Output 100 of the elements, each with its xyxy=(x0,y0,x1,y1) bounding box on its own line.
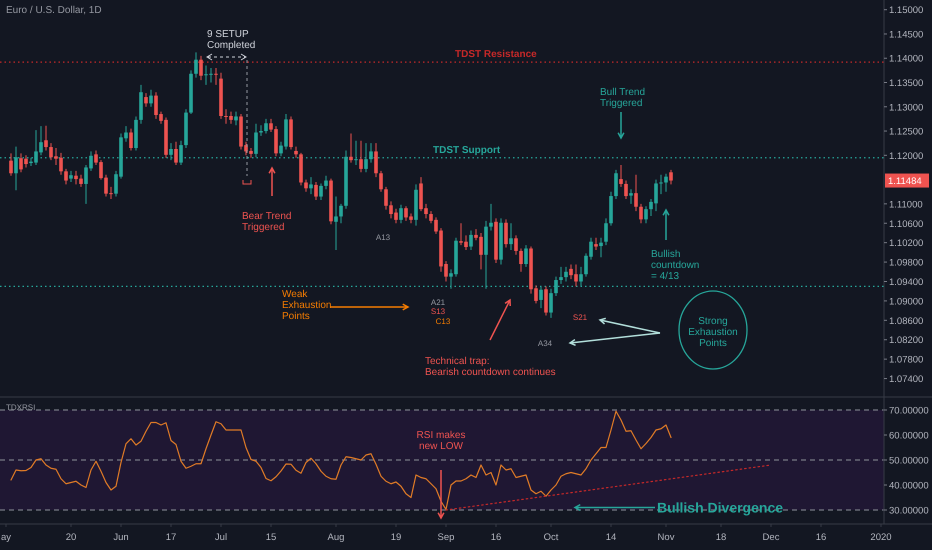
y-tick-label: 1.10600 xyxy=(889,218,924,230)
candlestick xyxy=(399,204,403,224)
candlestick xyxy=(469,230,473,250)
candlestick xyxy=(604,218,608,246)
candlestick xyxy=(509,222,513,250)
candlestick xyxy=(339,203,343,224)
annotation: Bullish Divergence xyxy=(656,500,784,516)
x-tick-label: 15 xyxy=(266,532,276,543)
annotation: S13 xyxy=(430,307,446,316)
y-tick-label: 60.00000 xyxy=(889,430,929,442)
candlestick xyxy=(129,128,133,151)
x-tick-label: 14 xyxy=(606,532,616,543)
x-tick-label: Nov xyxy=(658,532,675,543)
x-tick-label: Dec xyxy=(762,532,780,543)
x-tick-label: 20 xyxy=(66,532,76,543)
annotation: A34 xyxy=(538,339,553,348)
candlestick xyxy=(619,164,623,188)
candlestick xyxy=(634,174,638,212)
x-tick-label: Oct xyxy=(544,532,559,543)
candlestick xyxy=(374,142,378,178)
x-tick-label: 16 xyxy=(816,532,826,543)
candlestick xyxy=(319,182,323,200)
candlestick xyxy=(234,111,238,126)
x-tick-label: Jul xyxy=(214,532,228,543)
x-tick-label: Jun xyxy=(113,532,129,543)
y-tick-label: 1.07800 xyxy=(889,354,924,366)
y-tick-label: 1.13000 xyxy=(889,102,924,114)
y-tick-label: 1.11000 xyxy=(889,199,923,210)
candlestick xyxy=(644,206,648,224)
y-tick-label: 70.00000 xyxy=(889,406,929,416)
y-tick-label: 1.14500 xyxy=(889,29,924,40)
y-tick-label: 30.00000 xyxy=(889,506,929,516)
x-tick-label: 2020 xyxy=(870,532,892,543)
x-tick-label: 18 xyxy=(716,532,726,543)
annotation: Bullish countdown = 4/13 xyxy=(651,249,700,282)
y-tick-label: 1.14000 xyxy=(889,54,924,65)
y-tick-label: 1.12500 xyxy=(889,126,924,138)
candlestick xyxy=(9,152,13,176)
y-tick-label: 1.09800 xyxy=(889,258,924,269)
candlestick xyxy=(669,169,673,185)
candlestick xyxy=(69,170,73,182)
candlestick xyxy=(309,176,313,195)
annotation: Bear Trend Triggered xyxy=(242,211,292,233)
y-tick-label: 1.13500 xyxy=(889,78,924,90)
annotation: RSI makes new LOW xyxy=(416,430,466,452)
y-tick-label: 1.15000 xyxy=(889,5,924,16)
candlestick xyxy=(149,89,153,108)
candlestick xyxy=(559,266,563,284)
text: Euro / U.S. Dollar, 1D xyxy=(6,5,102,16)
x-tick-label: Sep xyxy=(438,532,454,543)
candlestick xyxy=(64,168,68,185)
x-tick-label: 19 xyxy=(390,532,402,543)
y-tick-label: 40.00000 xyxy=(889,480,929,492)
candlestick xyxy=(314,182,318,200)
candlestick xyxy=(659,174,663,195)
candlestick xyxy=(629,188,633,204)
candlestick xyxy=(334,196,338,250)
candlestick xyxy=(594,237,598,250)
y-tick-label: 1.10200 xyxy=(889,238,924,250)
y-tick-label: 50.00000 xyxy=(889,456,929,466)
annotation: Bull Trend Triggered xyxy=(600,87,646,109)
text: TDXRSI xyxy=(6,403,36,412)
annotation: 9 SETUP Completed xyxy=(207,29,256,51)
candlestick xyxy=(214,67,218,86)
candlestick xyxy=(639,203,643,224)
annotation: A13 xyxy=(376,233,391,242)
y-tick-label: 1.09000 xyxy=(889,296,924,308)
annotation: C13 xyxy=(436,317,451,326)
text: 1.11484 xyxy=(888,176,922,188)
candlestick xyxy=(519,248,523,272)
candlestick xyxy=(44,125,48,151)
candlestick xyxy=(199,55,203,81)
x-tick-label: 17 xyxy=(166,532,176,543)
annotation: Technical trap: Bearish countdown continues xyxy=(425,356,556,378)
y-tick-label: 1.07400 xyxy=(889,374,924,386)
ref-line-label: TDST Support xyxy=(433,145,501,156)
candlestick xyxy=(489,203,493,232)
candlestick xyxy=(564,266,568,282)
y-tick-label: 1.08600 xyxy=(889,316,924,327)
candlestick xyxy=(359,140,363,173)
candlestick xyxy=(549,288,553,318)
ref-line-label: TDST Resistance xyxy=(455,49,538,60)
candlestick xyxy=(504,218,508,248)
candlestick xyxy=(664,173,668,192)
candlestick xyxy=(349,132,353,164)
candlestick xyxy=(614,169,618,200)
annotation: Strong Exhaustion Points xyxy=(688,316,738,349)
candlestick xyxy=(254,123,258,158)
candlestick xyxy=(264,118,268,134)
candlestick xyxy=(259,124,263,136)
candlestick xyxy=(194,52,198,78)
candlestick xyxy=(524,244,528,268)
y-tick-label: 1.08200 xyxy=(889,335,924,346)
x-tick-label: Aug xyxy=(328,532,344,543)
y-tick-label: 1.09400 xyxy=(889,276,924,288)
candlestick xyxy=(174,141,178,166)
candlestick xyxy=(294,146,298,158)
y-tick-label: 1.12000 xyxy=(889,150,924,162)
candlestick xyxy=(324,175,328,190)
candlestick xyxy=(144,92,148,108)
